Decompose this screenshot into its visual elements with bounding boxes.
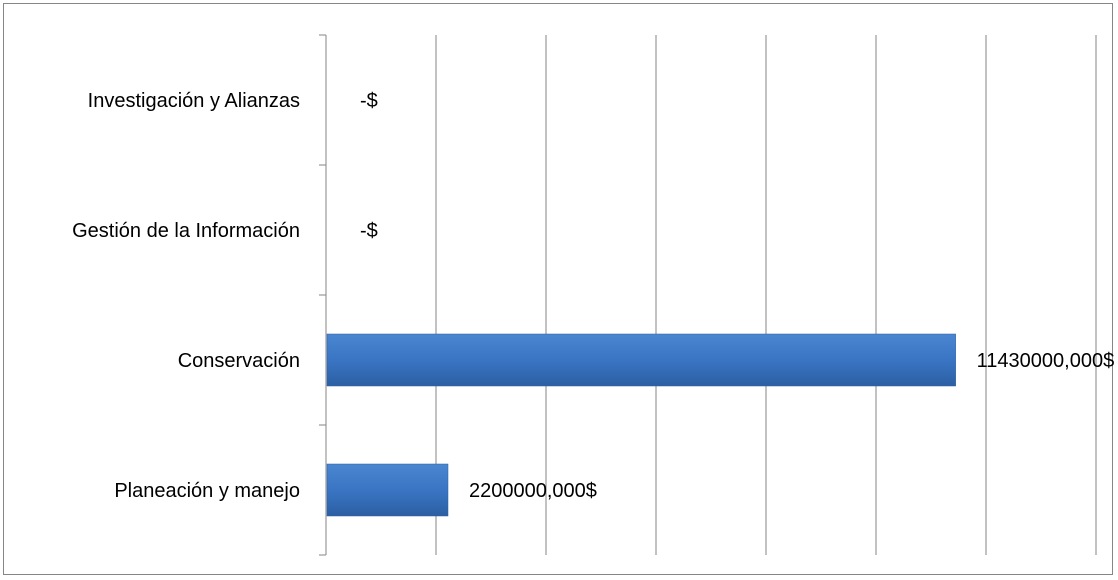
gridlines bbox=[435, 35, 1097, 555]
category-label: Gestión de la Información bbox=[72, 220, 300, 242]
category-label: Conservación bbox=[178, 350, 300, 372]
category-label: Planeación y manejo bbox=[114, 480, 300, 502]
bar bbox=[326, 333, 956, 387]
data-labels: 2200000,000$ 11430000,000$ -$ -$ bbox=[360, 90, 1114, 502]
data-label: 2200000,000$ bbox=[469, 480, 597, 502]
bars bbox=[326, 333, 956, 517]
chart-frame bbox=[3, 3, 1113, 575]
data-label: -$ bbox=[360, 220, 378, 242]
bar bbox=[326, 463, 449, 517]
category-label: Investigación y Alianzas bbox=[88, 90, 300, 112]
data-label: -$ bbox=[360, 90, 378, 112]
y-axis bbox=[319, 34, 327, 556]
data-label: 11430000,000$ bbox=[977, 350, 1115, 372]
category-labels: Planeación y manejo Conservación Gestión d… bbox=[72, 90, 300, 502]
